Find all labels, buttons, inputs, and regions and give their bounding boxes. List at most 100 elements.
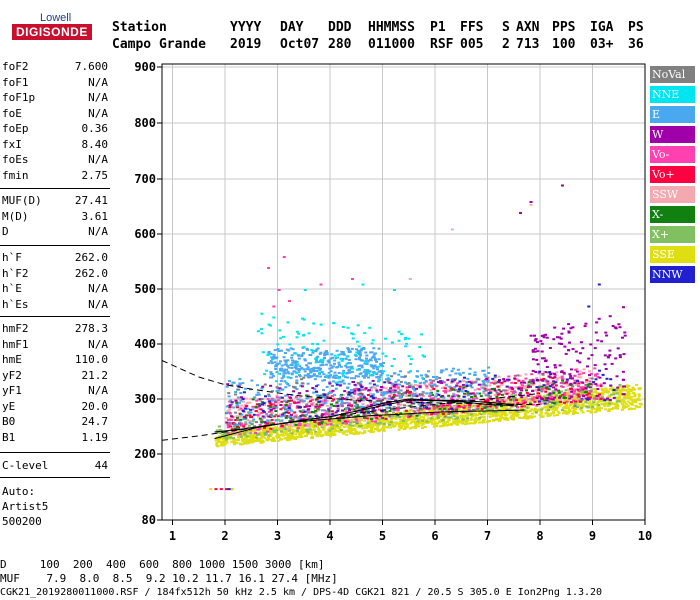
point-nnw: [383, 381, 387, 384]
point-x: [306, 431, 310, 434]
point-x: [348, 423, 352, 426]
point-ssw: [350, 406, 354, 409]
y-tick-label: 900: [134, 60, 156, 74]
point-x: [479, 413, 483, 416]
point-sse: [574, 392, 578, 395]
point-sse: [622, 396, 626, 399]
point-w: [498, 400, 502, 403]
point-ssw: [559, 399, 563, 402]
point-e: [454, 372, 458, 375]
point-x: [490, 404, 494, 407]
point-vo: [267, 404, 271, 407]
point-w: [363, 396, 366, 399]
point-nne: [342, 371, 345, 374]
point-e: [298, 374, 301, 377]
point-ssw: [249, 397, 253, 400]
point-e: [277, 350, 281, 352]
point-vo: [268, 401, 272, 404]
point-w: [560, 332, 564, 335]
point-e: [238, 401, 242, 404]
point-sse: [340, 424, 343, 427]
point-e: [253, 396, 257, 399]
point-vo: [270, 418, 274, 421]
point-w: [451, 398, 455, 401]
point-noval: [443, 415, 447, 418]
point-ssw: [525, 398, 529, 401]
point-e: [365, 363, 369, 365]
point-sse: [448, 423, 452, 426]
point-sse: [520, 410, 523, 413]
point-ssw: [523, 387, 527, 390]
point-vo: [248, 428, 252, 431]
point-w: [553, 376, 557, 379]
point-sse: [300, 429, 304, 432]
point-vo: [267, 267, 270, 269]
point-nne: [367, 372, 371, 375]
point-sse: [245, 441, 249, 444]
point-vo: [396, 409, 400, 412]
point-ssw: [292, 418, 296, 420]
point-sse: [251, 428, 255, 431]
point-e: [238, 383, 242, 386]
point-w: [314, 405, 318, 408]
point-nne: [363, 369, 367, 371]
point-x: [405, 390, 409, 393]
point-e: [303, 359, 307, 362]
point-x: [328, 429, 332, 432]
point-noval: [494, 382, 498, 384]
point-e: [277, 362, 281, 365]
point-vo: [497, 393, 501, 396]
point-e: [283, 406, 287, 409]
point-sse: [503, 406, 507, 409]
point-w: [542, 336, 546, 339]
point-w: [569, 375, 573, 378]
point-w: [320, 404, 324, 407]
param-row-yf2: yF2 21.2: [2, 369, 108, 382]
point-sse: [612, 390, 616, 393]
point-ssw: [319, 402, 323, 405]
header-label-8: AXN: [516, 20, 540, 35]
point-vo: [456, 382, 460, 385]
point-sse: [525, 409, 529, 412]
point-e: [368, 382, 372, 385]
point-sse: [633, 395, 637, 398]
point-x: [451, 408, 455, 411]
point-x: [493, 387, 496, 390]
point-e: [349, 367, 353, 370]
point-nnw: [336, 409, 340, 412]
point-sse: [543, 394, 547, 397]
param-separator: [0, 477, 110, 478]
param-value: 21.2: [81, 368, 109, 382]
point-e: [394, 380, 398, 383]
point-sse: [560, 403, 564, 406]
point-w: [535, 358, 539, 361]
point-ssw: [416, 407, 420, 410]
point-x: [389, 421, 393, 423]
point-ssw: [397, 404, 401, 407]
point-x: [537, 386, 541, 389]
point-sse: [335, 422, 339, 425]
header-value-6: 005: [460, 37, 484, 52]
point-e: [372, 347, 376, 350]
point-sse: [586, 401, 590, 404]
point-sse: [310, 431, 314, 434]
point-w: [460, 400, 463, 403]
point-sse: [491, 406, 495, 409]
point-sse: [451, 418, 455, 421]
point-e: [369, 351, 373, 354]
point-x: [609, 393, 613, 396]
point-sse: [234, 438, 238, 441]
point-x: [270, 423, 273, 426]
point-sse: [301, 422, 305, 425]
point-vo: [586, 396, 590, 399]
point-x: [363, 416, 366, 419]
point-e: [315, 348, 319, 351]
point-e: [287, 384, 291, 387]
point-e: [458, 373, 462, 376]
point-ssw: [423, 383, 427, 386]
point-w: [596, 339, 600, 342]
point-x: [452, 415, 456, 418]
point-sse: [423, 414, 427, 417]
point-e: [318, 352, 322, 355]
point-sse: [578, 392, 582, 395]
